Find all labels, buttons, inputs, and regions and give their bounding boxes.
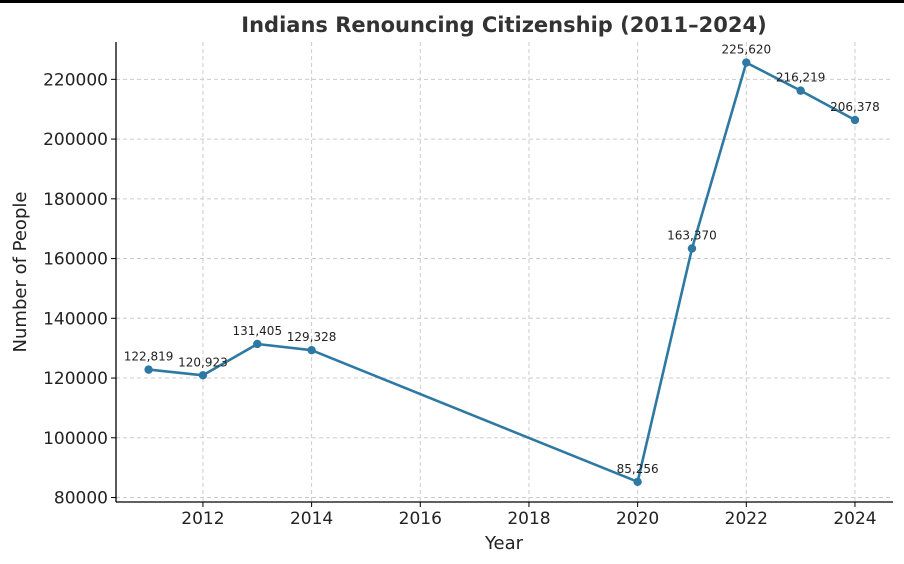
data-labels: 122,819 120,923 131,405 129,328 85,256 163,37… xyxy=(124,43,880,476)
data-point xyxy=(850,115,860,125)
grid-lines xyxy=(116,42,893,502)
data-point xyxy=(742,58,751,67)
data-point xyxy=(198,371,208,380)
data-label: 206,378 xyxy=(830,100,880,114)
data-label: 85,256 xyxy=(617,462,659,476)
data-point xyxy=(307,345,316,355)
x-tick-label: 2020 xyxy=(616,509,659,529)
series-line xyxy=(148,61,856,484)
data-label: 225,620 xyxy=(721,43,771,57)
y-tick-label: 120000 xyxy=(43,369,108,389)
data-point xyxy=(253,339,262,349)
y-tick-label: 180000 xyxy=(43,190,108,210)
chart-title: Indians Renouncing Citizenship (2011–202… xyxy=(241,13,766,37)
y-axis-label: Number of People xyxy=(10,192,31,353)
data-point xyxy=(144,365,153,374)
y-tick-label: 100000 xyxy=(43,429,108,449)
data-label: 122,819 xyxy=(124,350,174,364)
y-tick-label: 140000 xyxy=(43,309,108,329)
axes xyxy=(115,42,893,503)
series xyxy=(144,58,860,487)
x-tick-label: 2018 xyxy=(507,509,550,529)
y-tick-label: 160000 xyxy=(43,250,108,270)
x-tick-label: 2012 xyxy=(181,509,224,529)
y-tick-label: 200000 xyxy=(43,130,108,150)
x-axis-label: Year xyxy=(484,533,524,554)
x-tick-label: 2022 xyxy=(725,509,768,529)
data-label: 216,219 xyxy=(776,71,826,85)
top-border xyxy=(0,0,904,3)
data-point xyxy=(633,477,642,487)
data-label: 120,923 xyxy=(178,355,228,369)
data-point xyxy=(687,244,697,253)
x-tick-label: 2016 xyxy=(399,509,442,529)
data-label: 163,370 xyxy=(667,228,717,242)
y-tick-label: 80000 xyxy=(54,489,108,509)
x-tick-label: 2024 xyxy=(833,509,876,529)
data-label: 129,328 xyxy=(287,330,337,344)
tick-labels: 2012 2014 2016 2018 2020 2022 2024 80000 100000 1… xyxy=(43,70,877,529)
data-point xyxy=(796,86,805,95)
x-tick-label: 2014 xyxy=(290,509,333,529)
data-label: 131,405 xyxy=(232,324,282,338)
y-tick-label: 220000 xyxy=(43,70,108,90)
